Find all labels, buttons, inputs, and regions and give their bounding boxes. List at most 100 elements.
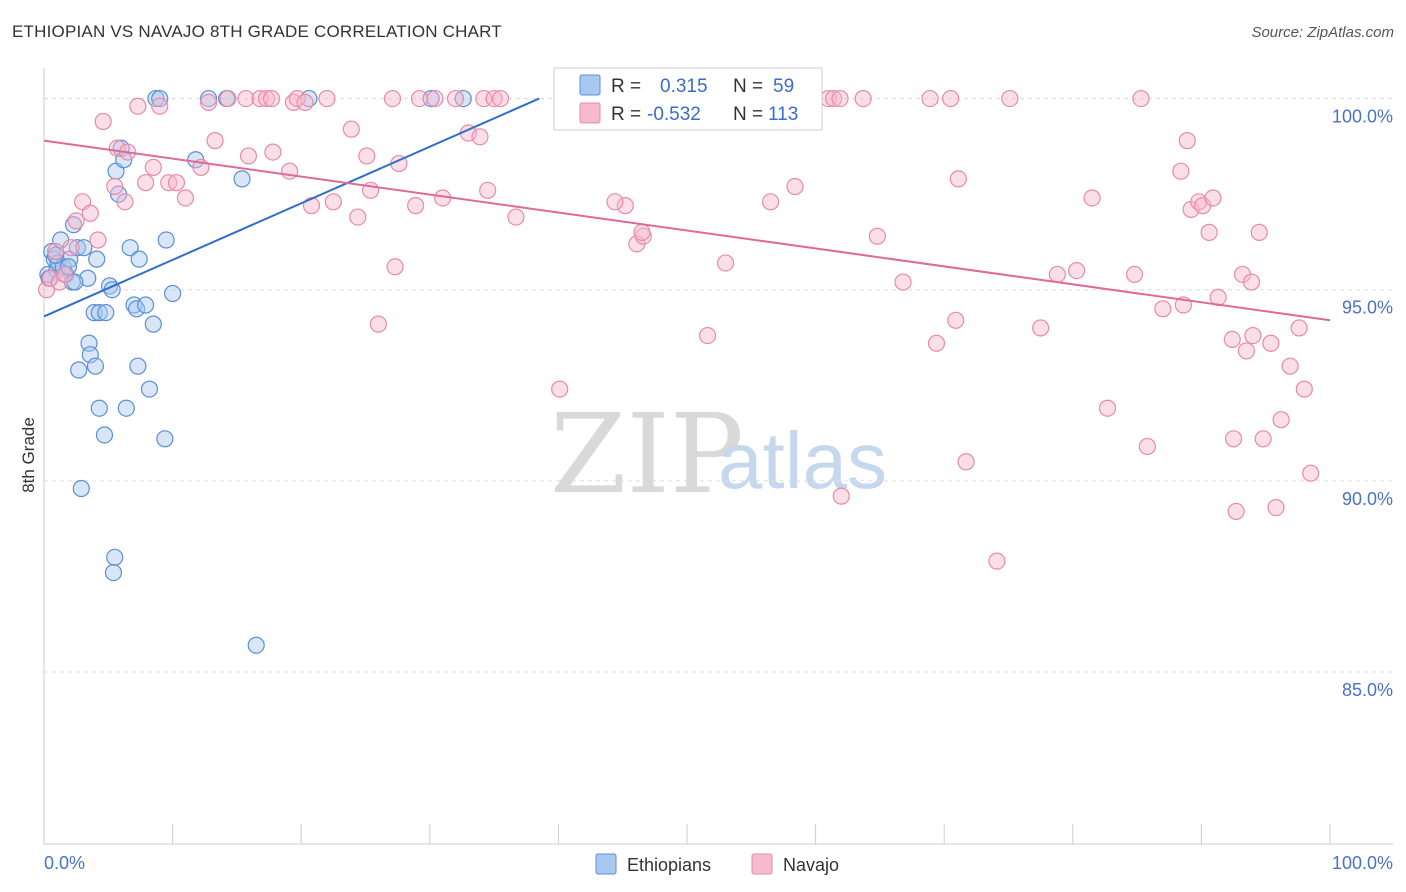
navajo-point-23	[200, 93, 218, 112]
navajo-point-103	[1237, 342, 1256, 360]
navajo-point-70	[854, 89, 872, 108]
navajo-point-74	[927, 334, 946, 352]
navajo-point-82	[1048, 265, 1066, 284]
ethiopians-point-28	[136, 296, 155, 314]
navajo-point-15	[129, 97, 147, 115]
ethiopians-point-11	[68, 239, 87, 257]
y-tick-label-85: 85.0%	[1342, 680, 1393, 700]
navajo-point-20	[167, 174, 186, 192]
navajo-point-64	[761, 193, 780, 211]
ethiopians-point-29	[140, 380, 159, 398]
navajo-point-118	[426, 89, 444, 108]
ethiopians-trend-line	[43, 97, 540, 318]
ethiopians-point-41	[156, 430, 174, 448]
x-tick-label-max: 100.0%	[1332, 853, 1393, 873]
navajo-point-11	[106, 177, 124, 196]
legend-r-label-2: R =	[611, 104, 641, 125]
navajo-point-42	[369, 315, 387, 333]
ethiopians-point-37	[90, 399, 108, 417]
navajo-point-81	[1032, 319, 1050, 337]
navajo-point-87	[1132, 89, 1150, 108]
navajo-point-1	[41, 269, 60, 287]
navajo-point-8	[81, 204, 99, 222]
navajo-point-76	[947, 311, 965, 329]
navajo-point-44	[386, 258, 404, 276]
navajo-point-73	[921, 89, 939, 108]
navajo-point-57	[551, 380, 569, 398]
navajo-point-6	[67, 212, 85, 230]
legend-r-value-2: -0.532	[647, 104, 701, 125]
ethiopians-point-26	[127, 300, 146, 318]
navajo-point-78	[957, 453, 975, 471]
navajo-point-38	[342, 120, 360, 138]
navajo-point-24	[206, 132, 224, 150]
legend: R = 0.315 N = 59 R = -0.532 N = 113	[553, 67, 823, 131]
ethiopians-point-15	[88, 250, 106, 268]
navajo-point-51	[471, 128, 489, 146]
navajo-point-26	[237, 89, 255, 108]
navajo-point-4	[55, 265, 74, 284]
ethiopians-point-27	[130, 250, 148, 268]
ethiopians-point-39	[117, 399, 135, 417]
navajo-point-88	[1138, 437, 1156, 456]
navajo-point-84	[1083, 189, 1101, 207]
navajo-point-116	[263, 89, 281, 108]
ethiopians-point-12	[75, 239, 93, 257]
navajo-point-31	[281, 162, 299, 180]
navajo-point-5	[62, 239, 80, 257]
navajo-point-97	[1204, 189, 1222, 207]
navajo-point-49	[446, 89, 465, 108]
legend-r-label-1: R =	[611, 76, 641, 97]
bottom-legend-label-ethiopians: Ethiopians	[627, 855, 711, 875]
ethiopians-point-17	[97, 304, 115, 322]
ethiopians-point-44	[104, 563, 123, 582]
navajo-point-65	[786, 177, 804, 196]
navajo-point-107	[1254, 430, 1272, 448]
navajo-point-80	[1001, 89, 1019, 108]
navajo-point-58	[616, 197, 634, 215]
navajo-point-17	[144, 158, 162, 176]
ethiopians-point-36	[86, 357, 105, 375]
navajo-point-16	[136, 174, 155, 192]
navajo-point-71	[868, 227, 886, 245]
navajo-point-113	[1295, 380, 1313, 398]
navajo-point-68	[831, 89, 849, 108]
ethiopians-point-43	[106, 548, 124, 566]
navajo-point-36	[318, 89, 336, 108]
navajo-point-100	[1227, 502, 1245, 521]
navajo-points	[37, 89, 1320, 570]
navajo-point-46	[407, 197, 425, 215]
navajo-point-40	[358, 147, 376, 165]
navajo-point-101	[1223, 330, 1241, 349]
bottom-legend-swatch-navajo	[751, 853, 773, 875]
navajo-point-53	[479, 181, 497, 199]
ethiopians-point-40	[129, 357, 147, 375]
y-tick-label-100: 100.0%	[1332, 107, 1393, 127]
navajo-point-90	[1172, 162, 1190, 180]
navajo-point-115	[633, 223, 651, 241]
ethiopians-point-13	[79, 269, 97, 287]
bottom-legend: Ethiopians Navajo	[595, 853, 839, 875]
legend-n-value-2: 113	[768, 104, 798, 125]
navajo-point-92	[1178, 132, 1196, 150]
watermark-atlas: atlas	[718, 416, 887, 505]
navajo-point-18	[151, 97, 169, 115]
x-tick-label-min: 0.0%	[44, 853, 85, 873]
axes	[43, 68, 1393, 845]
navajo-point-89	[1154, 300, 1172, 318]
navajo-point-47	[410, 89, 429, 108]
navajo-point-30	[264, 143, 282, 161]
navajo-point-108	[1262, 334, 1280, 352]
bottom-legend-swatch-ethiopians	[595, 853, 617, 875]
navajo-point-72	[894, 273, 912, 291]
navajo-point-2	[46, 242, 65, 261]
navajo-point-99	[1224, 430, 1243, 448]
navajo-point-114	[1302, 464, 1320, 482]
legend-n-label-1: N =	[733, 76, 763, 97]
ethiopians-point-54	[233, 170, 251, 188]
navajo-point-56	[507, 208, 525, 226]
ethiopians-point-45	[247, 636, 265, 654]
ethiopians-point-16	[90, 304, 108, 322]
navajo-point-75	[942, 89, 960, 108]
